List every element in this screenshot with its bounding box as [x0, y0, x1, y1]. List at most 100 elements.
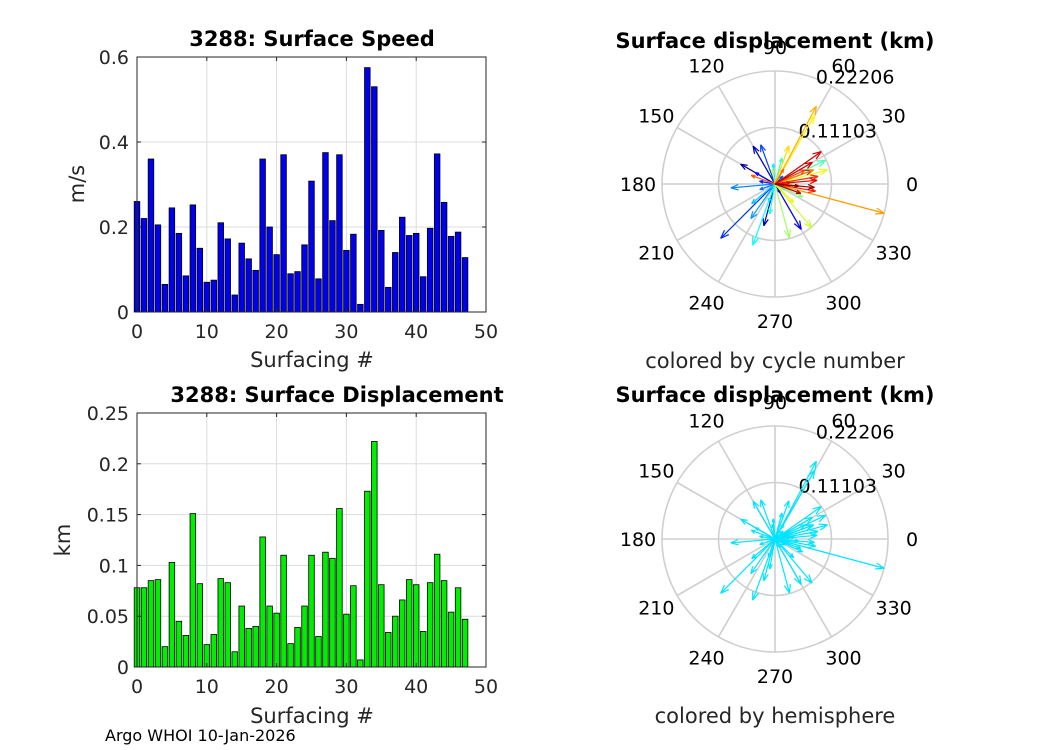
speed-bar	[294, 271, 301, 313]
polar-hemisphere-vector-head	[807, 541, 815, 545]
polar-hemisphere-vector-head	[752, 592, 759, 601]
displacement-bar	[161, 646, 169, 668]
polar-hemisphere-vector-head	[819, 524, 828, 531]
polar-cycle-vector	[750, 174, 776, 185]
displacement-bar	[238, 605, 245, 668]
polar-cycle-angle-label: 150	[638, 106, 674, 128]
polar-cycle-vector-head	[788, 229, 791, 239]
polar-cycle-vector-head	[816, 159, 826, 162]
polar-cycle-vector-shaft	[752, 145, 776, 185]
speed-bar	[419, 276, 427, 313]
polar-hemisphere-title: Surface displacement (km)	[615, 383, 934, 407]
speed-bar	[447, 235, 455, 313]
displacement-bar	[336, 508, 343, 668]
displacement-bar	[280, 554, 287, 668]
polar-hemisphere-angle-label: 120	[688, 410, 724, 432]
polar-cycle-vector-shaft	[774, 151, 822, 185]
speed-bar	[301, 244, 308, 313]
displacement-bar	[301, 605, 308, 668]
polar-hemisphere-vector-head	[814, 461, 817, 471]
speed-y-tick-label: 0.6	[99, 47, 129, 69]
speed-bar	[147, 158, 155, 313]
displacement-bar	[231, 651, 238, 668]
polar-hemisphere-angle-label: 90	[763, 392, 787, 414]
polar-hemisphere-vector	[751, 538, 776, 560]
displacement-bar	[371, 441, 378, 668]
polar-cycle-radial-tick-label: 0.11103	[798, 120, 877, 142]
polar-cycle-radial-tick-label: 0.22206	[816, 67, 895, 89]
polar-cycle-vector-head	[763, 219, 769, 227]
displacement-bar	[322, 551, 329, 668]
speed-bar	[182, 275, 190, 313]
polar-hemisphere-vector-head	[730, 538, 739, 544]
speed-bar	[357, 303, 364, 313]
displacement-bar	[154, 579, 162, 668]
polar-hemisphere-caption: colored by hemisphere	[655, 704, 896, 728]
polar-cycle-vector-head	[752, 145, 760, 152]
polar-hemisphere-vector-shaft	[760, 499, 776, 540]
polar-cycle-vector	[774, 168, 785, 185]
polar-cycle-vector-head	[740, 163, 746, 171]
speed-chart-title: 3288: Surface Speed	[189, 27, 435, 51]
polar-hemisphere-vector-head	[740, 518, 748, 521]
polar-hemisphere-vector	[774, 538, 800, 543]
polar-cycle-vector	[750, 183, 776, 220]
polar-cycle-vector	[730, 183, 776, 191]
polar-cycle-vector	[774, 183, 813, 229]
polar-hemisphere-vector-head	[807, 538, 815, 544]
polar-hemisphere-vector-head	[730, 542, 739, 546]
displacement-bar	[329, 557, 336, 668]
polar-hemisphere-vector-head	[781, 543, 786, 546]
displacement-bar	[287, 643, 294, 668]
speed-y-axis-label: m/s	[65, 165, 89, 203]
polar-cycle-spoke	[774, 183, 874, 242]
polar-cycle-angle-label: 90	[763, 37, 787, 59]
displacement-axes-box	[136, 412, 487, 668]
polar-cycle-vector-head	[762, 217, 765, 226]
displacement-x-tick-label: 0	[131, 676, 143, 698]
speed-bar	[245, 258, 252, 313]
polar-hemisphere-vector-shaft	[774, 538, 802, 549]
displacement-x-tick-label: 40	[404, 676, 428, 698]
polar-cycle-vector-head	[876, 207, 885, 214]
polar-cycle-vector-head	[760, 144, 767, 151]
polar-cycle-vector-head	[799, 220, 802, 230]
polar-hemisphere-vector-shaft	[774, 524, 828, 540]
displacement-x-tick-label: 50	[474, 676, 498, 698]
polar-cycle-angle-label: 180	[620, 174, 656, 196]
polar-cycle-vector	[768, 183, 776, 215]
polar-hemisphere-vector-head	[810, 529, 819, 532]
polar-hemisphere-angle-label: 330	[876, 598, 912, 620]
polar-hemisphere-vector-head	[768, 563, 771, 570]
polar-cycle-vector-head	[750, 211, 754, 219]
speed-bar	[454, 231, 462, 313]
speed-bar	[196, 247, 204, 313]
polar-cycle-vector-head	[751, 198, 755, 204]
speed-bar	[315, 278, 322, 313]
polar-hemisphere-vector-shaft	[774, 538, 795, 559]
polar-hemisphere-vector	[774, 532, 818, 540]
polar-cycle-vector-head	[818, 168, 828, 171]
polar-cycle-vector-shaft	[774, 179, 818, 185]
polar-cycle-vector-shaft	[774, 183, 885, 214]
polar-hemisphere-vector-head	[799, 524, 806, 526]
polar-cycle-vector-shaft	[754, 172, 776, 185]
polar-cycle-vector-head	[803, 223, 813, 229]
speed-bar	[259, 158, 266, 313]
displacement-bar	[189, 513, 197, 668]
speed-bar	[385, 286, 392, 313]
polar-hemisphere-angle-label: 60	[831, 410, 855, 432]
polar-cycle-vector-head	[808, 190, 816, 194]
speed-bar	[189, 204, 197, 313]
speed-bar	[406, 235, 413, 313]
polar-hemisphere-vector-head	[809, 534, 818, 540]
displacement-bar	[294, 626, 301, 668]
displacement-y-tick-label: 0	[117, 657, 129, 679]
polar-cycle-vector-head	[752, 145, 756, 154]
displacement-x-axis-label: Surfacing #	[250, 704, 374, 728]
polar-hemisphere-vector-head	[818, 514, 827, 523]
polar-cycle-angle-label: 60	[831, 55, 855, 77]
polar-hemisphere-vector-head	[771, 523, 775, 528]
polar-hemisphere-vector-head	[752, 500, 756, 509]
polar-cycle-vector-head	[799, 169, 806, 171]
